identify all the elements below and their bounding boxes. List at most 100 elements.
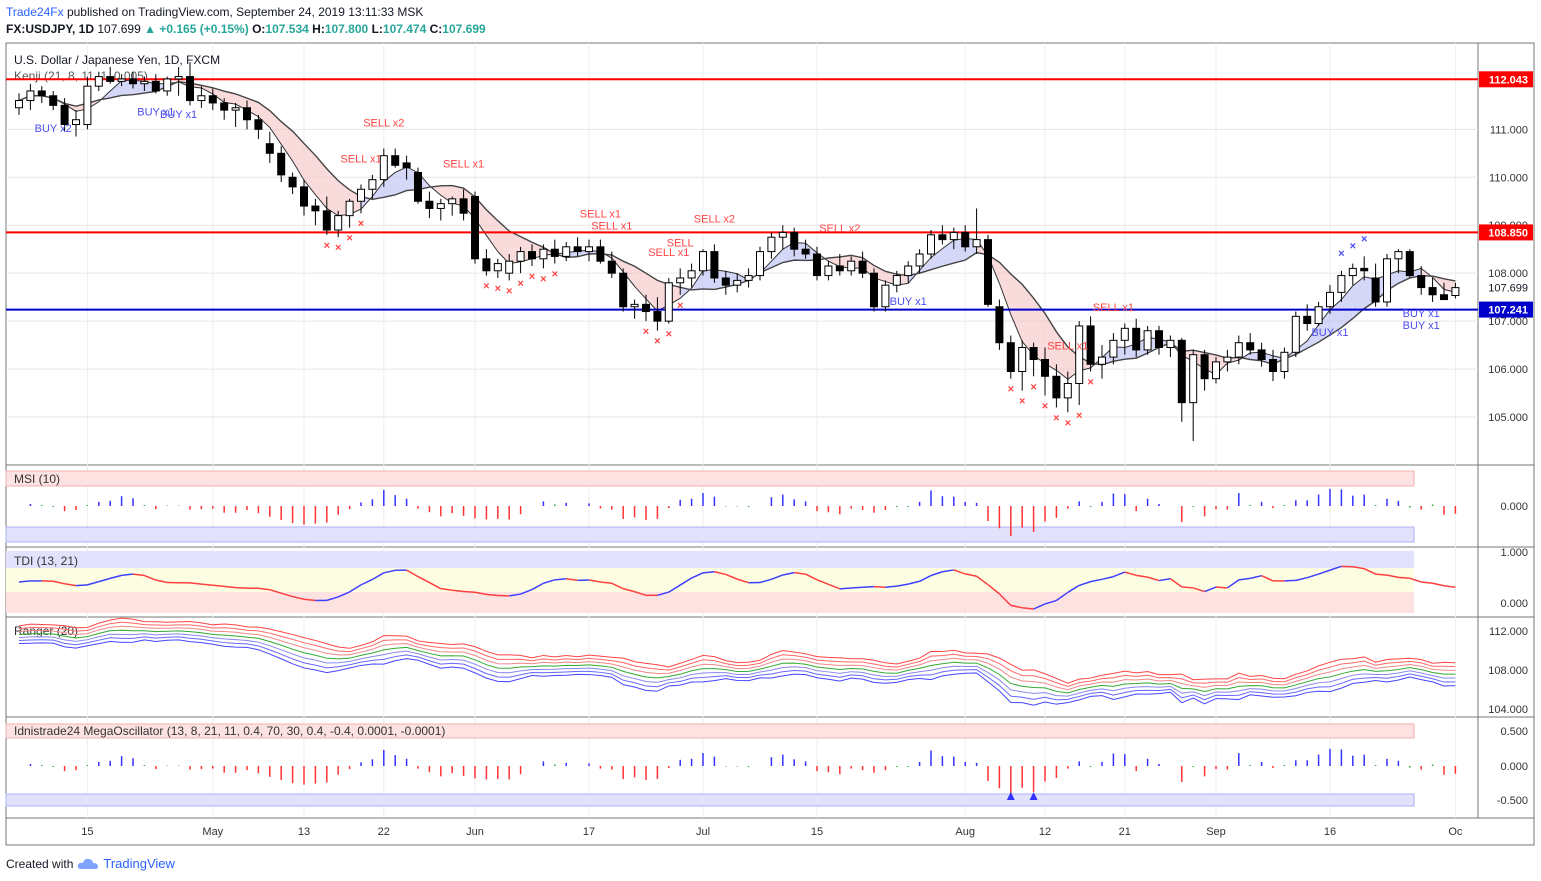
- candle[interactable]: [721, 270, 730, 295]
- candle[interactable]: [767, 232, 776, 259]
- candle[interactable]: [493, 258, 502, 278]
- candle[interactable]: [37, 86, 46, 103]
- candle[interactable]: [60, 98, 69, 132]
- candle[interactable]: [1246, 333, 1255, 355]
- candle[interactable]: [254, 114, 263, 139]
- candle[interactable]: [345, 198, 354, 228]
- candle[interactable]: [1326, 285, 1334, 314]
- candle[interactable]: [813, 246, 821, 281]
- candle[interactable]: [642, 294, 650, 322]
- candle[interactable]: [129, 71, 137, 89]
- candle[interactable]: [607, 251, 616, 278]
- candle[interactable]: [1098, 345, 1106, 379]
- candle[interactable]: [1337, 270, 1346, 302]
- candle[interactable]: [596, 239, 605, 264]
- candle[interactable]: [824, 261, 833, 281]
- candle[interactable]: [744, 268, 753, 288]
- candle[interactable]: [300, 179, 308, 216]
- candle[interactable]: [1063, 371, 1072, 413]
- candle[interactable]: [151, 74, 160, 94]
- candle[interactable]: [459, 189, 468, 221]
- candle[interactable]: [436, 198, 445, 221]
- candle[interactable]: [1120, 323, 1129, 355]
- candle[interactable]: [938, 225, 947, 245]
- candle[interactable]: [1280, 347, 1289, 379]
- candle[interactable]: [1314, 301, 1323, 326]
- candle[interactable]: [881, 280, 890, 312]
- candle[interactable]: [585, 239, 593, 262]
- candle[interactable]: [265, 131, 274, 163]
- candle[interactable]: [915, 249, 924, 274]
- candle[interactable]: [984, 234, 992, 307]
- candle[interactable]: [1212, 357, 1220, 384]
- candle[interactable]: [288, 172, 297, 195]
- candle[interactable]: [1189, 349, 1198, 442]
- candle[interactable]: [664, 277, 673, 324]
- candle[interactable]: [1234, 335, 1243, 365]
- candle[interactable]: [1440, 282, 1448, 301]
- candle[interactable]: [505, 254, 514, 281]
- candle[interactable]: [1383, 254, 1391, 307]
- candle[interactable]: [790, 227, 799, 257]
- candle[interactable]: [801, 239, 810, 259]
- candle[interactable]: [1223, 349, 1232, 372]
- candle[interactable]: [1348, 263, 1357, 286]
- candle[interactable]: [870, 268, 878, 312]
- candle[interactable]: [847, 256, 856, 276]
- candle[interactable]: [357, 184, 365, 214]
- candle[interactable]: [425, 191, 434, 219]
- tradingview-link[interactable]: TradingView: [103, 856, 175, 871]
- candle[interactable]: [26, 83, 35, 111]
- candle[interactable]: [1132, 318, 1141, 358]
- candle[interactable]: [49, 90, 58, 111]
- candle[interactable]: [1371, 263, 1380, 307]
- candle[interactable]: [676, 268, 685, 295]
- candle[interactable]: [1303, 304, 1312, 331]
- candle[interactable]: [1109, 333, 1118, 365]
- candle[interactable]: [949, 227, 958, 250]
- candle[interactable]: [208, 88, 217, 111]
- candle[interactable]: [471, 191, 479, 264]
- candle[interactable]: [482, 249, 491, 276]
- candle[interactable]: [402, 155, 411, 180]
- candle[interactable]: [562, 242, 571, 262]
- candle[interactable]: [630, 299, 639, 319]
- candle[interactable]: [972, 208, 981, 254]
- candle[interactable]: [277, 146, 286, 183]
- candle[interactable]: [904, 261, 913, 283]
- candle[interactable]: [83, 76, 92, 130]
- candle[interactable]: [197, 86, 206, 108]
- candle[interactable]: [892, 270, 901, 293]
- candle[interactable]: [163, 76, 172, 96]
- candle[interactable]: [1451, 282, 1460, 299]
- candle[interactable]: [528, 244, 536, 266]
- candle[interactable]: [94, 71, 103, 91]
- candle[interactable]: [1177, 337, 1186, 422]
- candle[interactable]: [174, 66, 183, 96]
- candle[interactable]: [573, 237, 582, 257]
- candle[interactable]: [539, 244, 548, 269]
- candle[interactable]: [140, 76, 149, 91]
- candle[interactable]: [243, 100, 251, 130]
- candle[interactable]: [516, 246, 525, 274]
- candle[interactable]: [687, 263, 696, 288]
- candle[interactable]: [1075, 321, 1084, 406]
- candle[interactable]: [379, 148, 388, 187]
- candle[interactable]: [231, 102, 240, 127]
- candle[interactable]: [756, 246, 764, 281]
- candle[interactable]: [1200, 349, 1209, 391]
- candle[interactable]: [1052, 364, 1061, 408]
- candle[interactable]: [322, 196, 331, 235]
- candle[interactable]: [550, 239, 559, 264]
- candle[interactable]: [1029, 342, 1038, 377]
- candle[interactable]: [961, 225, 970, 252]
- candle[interactable]: [1269, 349, 1277, 382]
- candle[interactable]: [220, 98, 229, 120]
- candle[interactable]: [1166, 335, 1175, 358]
- candle[interactable]: [15, 93, 23, 115]
- candle[interactable]: [448, 196, 457, 216]
- candle[interactable]: [653, 297, 662, 331]
- candle[interactable]: [1257, 342, 1266, 367]
- candle[interactable]: [1428, 277, 1437, 302]
